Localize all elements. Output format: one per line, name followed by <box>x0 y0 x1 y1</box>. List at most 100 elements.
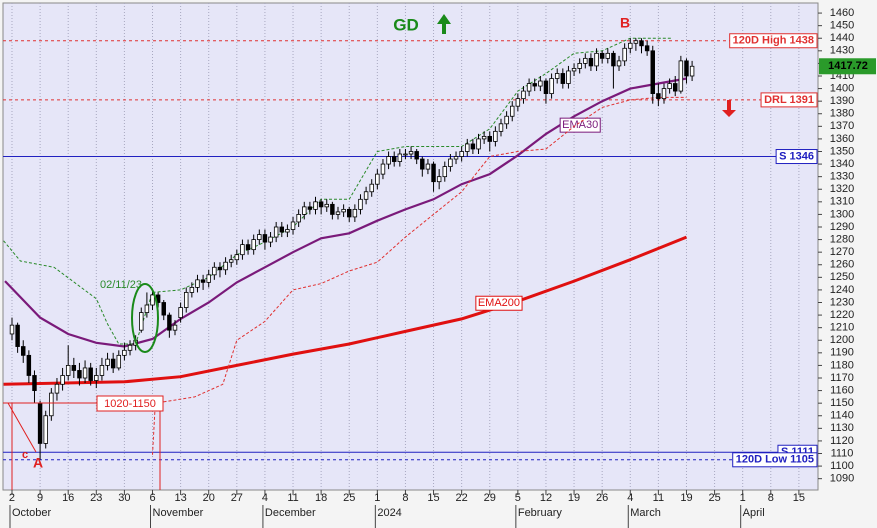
level-label: DRL 1391 <box>764 94 814 106</box>
y-tick-label: 1100 <box>830 460 854 472</box>
candle-body <box>240 244 245 256</box>
candle-body <box>453 156 459 160</box>
candle-body <box>689 65 695 77</box>
candle-body <box>391 156 397 162</box>
candle-body <box>99 365 105 376</box>
candle-body <box>116 354 122 369</box>
candle-body <box>110 358 116 369</box>
a-label: A <box>33 455 43 471</box>
indicator-line <box>152 96 687 455</box>
y-tick-label: 1280 <box>830 233 854 245</box>
candle-body <box>234 254 240 261</box>
x-tick-label: 23 <box>90 492 102 504</box>
y-tick-label: 1190 <box>830 347 854 359</box>
y-tick-label: 1350 <box>830 145 854 157</box>
c-label: c <box>22 449 28 461</box>
x-tick-label: 15 <box>427 492 439 504</box>
candle-body <box>369 183 374 193</box>
candle-body <box>279 226 285 233</box>
candle-body <box>594 52 599 67</box>
candle-body <box>448 158 453 167</box>
candle-body <box>49 392 54 417</box>
plot-area <box>2 2 819 491</box>
candle-body <box>476 138 481 150</box>
candle-body <box>335 211 341 215</box>
candle-body <box>341 208 346 213</box>
y-tick-label: 1160 <box>830 384 854 396</box>
y-tick-label: 1180 <box>830 359 854 371</box>
month-label: March <box>630 507 661 519</box>
candle-body <box>408 151 414 155</box>
candle-body <box>88 367 93 381</box>
x-tick-label: 8 <box>768 492 774 504</box>
candle-body <box>661 88 667 100</box>
indicator-line <box>3 37 673 345</box>
level-label: 120D Low 1105 <box>736 454 814 466</box>
x-tick-label: 18 <box>315 492 327 504</box>
x-tick-label: 1 <box>374 492 380 504</box>
candle-body <box>65 365 71 376</box>
y-tick-label: 1250 <box>830 271 854 283</box>
candle-body <box>268 236 273 243</box>
y-tick-label: 1290 <box>830 221 854 233</box>
range-label: 1020-1150 <box>104 398 156 410</box>
candle-body <box>139 312 144 331</box>
candle-body <box>178 307 183 318</box>
candle-body <box>71 365 77 371</box>
x-tick-label: 6 <box>149 492 155 504</box>
date-label: 02/11/23 <box>100 279 142 291</box>
candle-body <box>167 314 172 331</box>
candle-body <box>414 151 419 160</box>
candle-body <box>206 274 211 283</box>
candle-body <box>650 50 655 95</box>
y-tick-label: 1450 <box>830 20 854 32</box>
candle-body <box>397 153 403 162</box>
candle-body <box>307 206 313 210</box>
y-tick-label: 1210 <box>830 322 854 334</box>
y-tick-label: 1120 <box>830 435 854 447</box>
x-tick-label: 26 <box>596 492 608 504</box>
candle-body <box>583 57 588 64</box>
candle-body <box>510 105 515 117</box>
candle-body <box>532 83 537 87</box>
line-label-box <box>559 117 601 133</box>
candle-body <box>442 166 448 178</box>
candle-body <box>521 90 526 100</box>
candle-body <box>189 286 195 293</box>
candle-body <box>251 239 256 251</box>
candle-body <box>375 173 380 185</box>
candle-body <box>515 98 521 107</box>
candle-body <box>622 47 627 62</box>
candle-body <box>184 292 189 308</box>
candle-body <box>425 163 431 170</box>
candles <box>9 38 695 460</box>
candle-body <box>481 135 487 140</box>
x-tick-label: 25 <box>343 492 355 504</box>
candle-body <box>656 93 661 100</box>
range-line <box>7 402 37 453</box>
x-tick-label: 30 <box>118 492 130 504</box>
candle-body <box>37 402 43 444</box>
y-tick-label: 1170 <box>830 372 854 384</box>
candle-body <box>223 261 228 271</box>
x-tick-label: 22 <box>456 492 468 504</box>
y-tick-label: 1270 <box>830 246 854 258</box>
candle-body <box>616 60 622 67</box>
candle-body <box>403 153 408 156</box>
candle-body <box>296 214 301 223</box>
x-tick-label: 15 <box>793 492 805 504</box>
x-tick-label: 29 <box>484 492 496 504</box>
candle-body <box>200 279 206 283</box>
candle-body <box>60 375 65 385</box>
candle-body <box>318 201 324 208</box>
candle-body <box>330 203 335 215</box>
candle-body <box>212 266 217 276</box>
month-label: 2024 <box>377 507 401 519</box>
up-arrow <box>437 14 451 34</box>
y-tick-label: 1430 <box>830 45 854 57</box>
candle-body <box>465 143 470 152</box>
candle-body <box>673 83 678 92</box>
last-price-box <box>819 58 876 75</box>
